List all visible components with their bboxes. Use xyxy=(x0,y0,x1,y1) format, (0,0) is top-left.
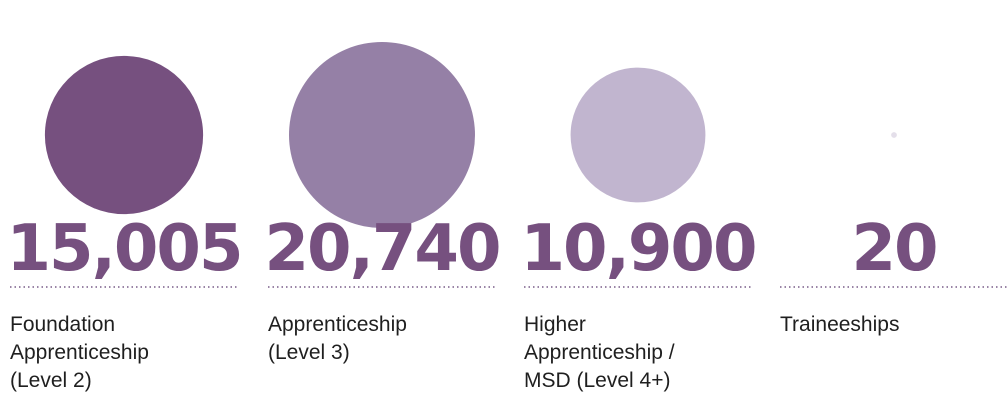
category-label-3-line-2: Apprenticeship / xyxy=(524,341,675,364)
category-label-1-line-3: (Level 2) xyxy=(10,369,92,392)
bubble-2 xyxy=(289,42,475,228)
category-label-3-line-1: Higher xyxy=(524,313,586,336)
category-group-3: 10,900 Higher Apprenticeship / MSD (Level 4… xyxy=(521,67,757,392)
category-label-2-line-2: (Level 3) xyxy=(268,341,350,364)
category-label-3-line-3: MSD (Level 4+) xyxy=(524,369,670,392)
value-label-1: 15,005 xyxy=(7,212,242,286)
value-label-2: 20,740 xyxy=(265,212,500,286)
category-label-1-line-2: Apprenticeship xyxy=(10,341,149,364)
category-label-2-line-1: Apprenticeship xyxy=(268,313,407,336)
value-label-4: 20 xyxy=(851,212,936,286)
category-group-1: 15,005 Foundation Apprenticeship (Level 2) xyxy=(7,55,243,392)
category-group-4: 20 Traineeships xyxy=(780,132,1008,336)
bubble-1 xyxy=(44,55,204,215)
bubble-3 xyxy=(570,67,706,203)
value-label-3: 10,900 xyxy=(521,212,756,286)
category-group-2: 20,740 Apprenticeship (Level 3) xyxy=(265,42,501,364)
category-label-4-line-1: Traineeships xyxy=(780,313,899,336)
category-label-1-line-1: Foundation xyxy=(10,313,115,336)
bubble-4 xyxy=(891,132,897,138)
